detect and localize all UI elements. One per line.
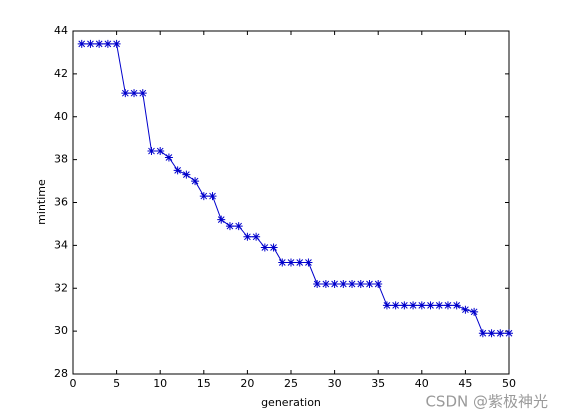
star-marker bbox=[496, 329, 505, 338]
x-axis-label: generation bbox=[261, 396, 321, 409]
star-marker bbox=[330, 279, 339, 288]
star-marker bbox=[182, 170, 191, 179]
star-marker bbox=[339, 279, 348, 288]
x-tick-label: 40 bbox=[415, 377, 429, 390]
star-marker bbox=[461, 305, 470, 314]
star-marker bbox=[217, 215, 226, 224]
x-tick-label: 5 bbox=[113, 377, 120, 390]
star-marker bbox=[374, 279, 383, 288]
star-marker bbox=[269, 243, 278, 252]
x-tick-label: 0 bbox=[70, 377, 77, 390]
y-tick-label: 32 bbox=[54, 281, 68, 294]
star-marker bbox=[487, 329, 496, 338]
star-marker bbox=[321, 279, 330, 288]
y-tick-label: 40 bbox=[54, 110, 68, 123]
star-marker bbox=[295, 258, 304, 267]
star-marker bbox=[287, 258, 295, 267]
star-marker bbox=[304, 258, 313, 267]
star-marker bbox=[400, 301, 409, 310]
y-tick-label: 36 bbox=[54, 196, 68, 209]
star-marker bbox=[426, 301, 435, 310]
star-marker bbox=[112, 39, 121, 48]
y-tick-label: 38 bbox=[54, 153, 68, 166]
x-tick-label: 45 bbox=[458, 377, 472, 390]
star-marker bbox=[409, 301, 418, 310]
star-marker bbox=[191, 177, 200, 186]
star-marker bbox=[147, 147, 156, 156]
star-marker bbox=[260, 243, 269, 252]
x-tick-label: 10 bbox=[153, 377, 167, 390]
star-marker bbox=[103, 39, 112, 48]
star-marker bbox=[278, 258, 287, 267]
watermark: CSDN @紫极神光 bbox=[425, 393, 548, 411]
y-tick-label: 44 bbox=[54, 24, 68, 37]
star-marker bbox=[173, 166, 182, 175]
star-marker bbox=[478, 329, 487, 338]
star-marker bbox=[130, 89, 139, 98]
star-marker bbox=[252, 232, 261, 241]
star-marker bbox=[391, 301, 400, 310]
y-tick-label: 34 bbox=[54, 238, 68, 251]
star-marker bbox=[234, 222, 243, 231]
star-marker bbox=[225, 222, 234, 231]
star-marker bbox=[365, 279, 374, 288]
star-marker bbox=[208, 192, 217, 201]
y-tick-label: 30 bbox=[54, 324, 68, 337]
star-marker bbox=[356, 279, 365, 288]
x-tick-label: 50 bbox=[502, 377, 516, 390]
plot-box bbox=[72, 30, 510, 375]
y-axis-label: mintime bbox=[35, 179, 48, 225]
star-marker bbox=[443, 301, 452, 310]
star-marker bbox=[95, 39, 104, 48]
star-marker bbox=[138, 89, 147, 98]
star-marker bbox=[164, 153, 173, 162]
star-marker bbox=[505, 329, 513, 338]
star-marker bbox=[452, 301, 461, 310]
x-tick-label: 15 bbox=[197, 377, 211, 390]
star-marker bbox=[382, 301, 391, 310]
star-marker bbox=[121, 89, 130, 98]
star-marker bbox=[77, 39, 86, 48]
star-marker bbox=[86, 39, 95, 48]
star-marker bbox=[313, 279, 322, 288]
star-marker bbox=[348, 279, 357, 288]
x-tick-label: 35 bbox=[371, 377, 385, 390]
star-marker bbox=[417, 301, 426, 310]
star-marker bbox=[243, 232, 252, 241]
x-tick-label: 30 bbox=[328, 377, 342, 390]
x-tick-label: 25 bbox=[284, 377, 298, 390]
star-marker bbox=[156, 147, 165, 156]
star-marker bbox=[470, 307, 479, 316]
star-marker bbox=[435, 301, 444, 310]
x-tick-label: 20 bbox=[240, 377, 254, 390]
y-tick-label: 42 bbox=[54, 67, 68, 80]
star-marker bbox=[199, 192, 208, 201]
y-tick-label: 28 bbox=[54, 367, 68, 380]
